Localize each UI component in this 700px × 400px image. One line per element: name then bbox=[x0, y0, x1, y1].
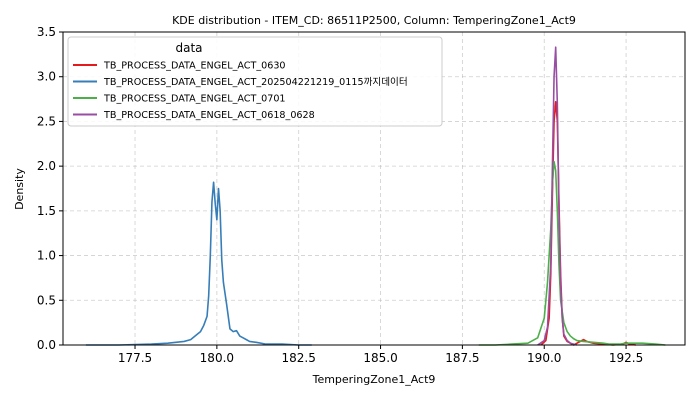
y-tick-label: 0.5 bbox=[37, 293, 56, 307]
legend-label-2: TB_PROCESS_DATA_ENGEL_ACT_202504221219_0… bbox=[103, 77, 408, 88]
legend-label-1: TB_PROCESS_DATA_ENGEL_ACT_0630 bbox=[103, 61, 286, 72]
legend-box bbox=[67, 36, 443, 127]
x-tick-label: 192.5 bbox=[609, 351, 643, 365]
x-tick-label: 190.0 bbox=[527, 351, 561, 365]
series-line-3 bbox=[478, 160, 666, 346]
chart-title: KDE distribution - ITEM_CD: 86511P2500, … bbox=[172, 14, 576, 27]
y-tick-label: 2.0 bbox=[37, 159, 56, 173]
x-tick-label: 187.5 bbox=[445, 351, 479, 365]
y-tick-label: 2.5 bbox=[37, 114, 56, 128]
y-tick-label: 0.0 bbox=[37, 338, 56, 352]
legend-label-3: TB_PROCESS_DATA_ENGEL_ACT_0701 bbox=[103, 94, 286, 105]
x-axis-label: TemperingZone1_Act9 bbox=[312, 373, 436, 386]
y-tick-label: 1.5 bbox=[37, 204, 56, 218]
y-tick-label: 3.5 bbox=[37, 25, 56, 39]
legend-label-4: TB_PROCESS_DATA_ENGEL_ACT_0618_0628 bbox=[103, 110, 315, 121]
x-tick-label: 180.0 bbox=[200, 351, 234, 365]
legend: data TB_PROCESS_DATA_ENGEL_ACT_0630 TB_PRO… bbox=[67, 36, 443, 127]
y-tick-label: 1.0 bbox=[37, 249, 56, 263]
plot-frame bbox=[62, 31, 686, 346]
x-axis-ticks: 177.5 180.0 182.5 185.0 187.5 190.0 192.5 bbox=[118, 345, 643, 365]
y-axis-label: Density bbox=[13, 168, 26, 210]
y-tick-label: 3.0 bbox=[37, 70, 56, 84]
y-axis-ticks: 0.0 0.5 1.0 1.5 2.0 2.5 3.0 3.5 bbox=[37, 25, 63, 352]
series-line-2 bbox=[85, 181, 312, 346]
legend-title: data bbox=[175, 41, 202, 55]
series-line-4 bbox=[537, 46, 578, 346]
x-tick-label: 177.5 bbox=[118, 351, 152, 365]
x-tick-label: 185.0 bbox=[363, 351, 397, 365]
x-tick-label: 182.5 bbox=[282, 351, 316, 365]
